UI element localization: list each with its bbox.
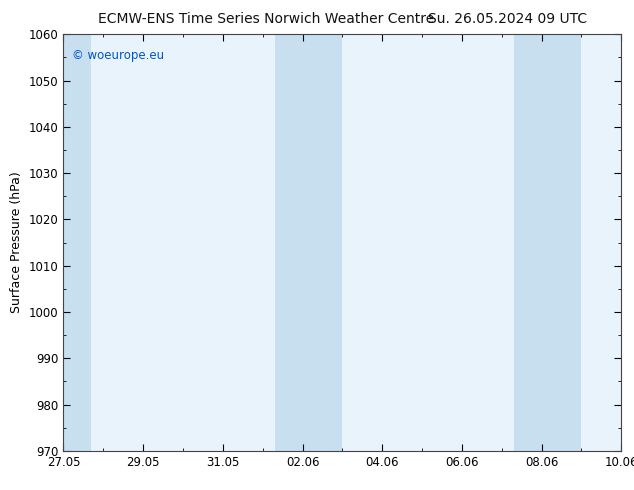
Text: © woeurope.eu: © woeurope.eu <box>72 49 164 62</box>
Bar <box>514 34 581 451</box>
Text: ECMW-ENS Time Series Norwich Weather Centre: ECMW-ENS Time Series Norwich Weather Cen… <box>98 12 434 26</box>
Bar <box>61 34 91 451</box>
Text: Su. 26.05.2024 09 UTC: Su. 26.05.2024 09 UTC <box>428 12 586 26</box>
Y-axis label: Surface Pressure (hPa): Surface Pressure (hPa) <box>10 172 23 314</box>
Bar <box>275 34 342 451</box>
